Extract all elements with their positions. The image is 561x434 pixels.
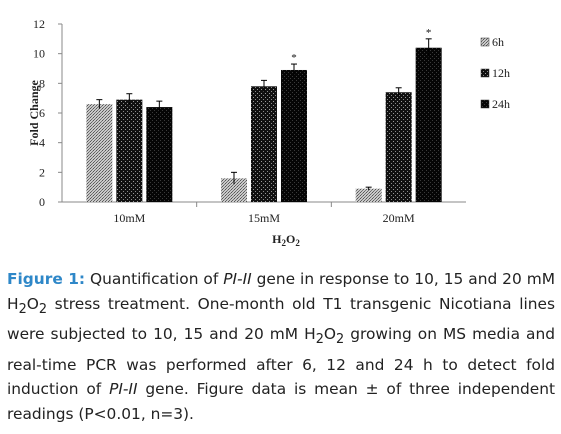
figure-label: Figure 1: bbox=[7, 270, 86, 288]
legend: 6h 12h 24h bbox=[480, 35, 510, 111]
category-label: 15mM bbox=[248, 211, 280, 225]
y-tick-label: 0 bbox=[39, 195, 45, 209]
caption-text: growing on MS media and real-time PCR wa… bbox=[7, 325, 555, 399]
axis-labels: Fold Change H2O2 bbox=[27, 79, 300, 248]
subscript: 2 bbox=[38, 301, 48, 317]
figure-caption: Figure 1: Quantification of PI-II gene i… bbox=[7, 267, 555, 426]
gene-name: PI-II bbox=[223, 270, 252, 288]
y-tick-label: 6 bbox=[39, 106, 45, 120]
x-axis-label-part: H bbox=[272, 232, 282, 246]
y-tick-label: 12 bbox=[33, 17, 45, 31]
y-tick-label: 4 bbox=[39, 136, 45, 150]
x-axis-label-part: O bbox=[286, 232, 295, 246]
caption-text: Quantification of bbox=[85, 270, 224, 288]
subscript: 2 bbox=[18, 301, 27, 317]
y-tick-label: 2 bbox=[39, 165, 45, 179]
bar-6h-10mM bbox=[86, 104, 113, 202]
legend-label-12h: 12h bbox=[492, 66, 510, 80]
bar-24h-15mM bbox=[281, 69, 307, 202]
caption-text: O bbox=[26, 294, 39, 313]
gene-name: PI-II bbox=[109, 380, 138, 399]
significance-mark: * bbox=[426, 27, 432, 39]
subscript: 2 bbox=[315, 332, 324, 348]
x-axis-label: H2O2 bbox=[272, 232, 300, 248]
legend-label-6h: 6h bbox=[492, 35, 504, 49]
category-label: 10mM bbox=[113, 211, 145, 225]
legend-label-24h: 24h bbox=[492, 97, 510, 111]
bar-6h-15mM bbox=[221, 178, 247, 202]
bar-6h-20mM bbox=[355, 188, 382, 202]
bar-24h-20mM bbox=[415, 47, 442, 202]
bar-12h-15mM bbox=[251, 86, 277, 202]
bar-12h-10mM bbox=[116, 99, 143, 202]
significance-mark: * bbox=[291, 52, 297, 64]
bar-12h-20mM bbox=[385, 92, 412, 202]
caption-text: O bbox=[323, 325, 336, 344]
legend-swatch-6h bbox=[480, 37, 490, 47]
x-axis-label-part: 2 bbox=[282, 238, 287, 248]
caption-text: gene. Figure data is mean ± of three ind… bbox=[7, 380, 555, 423]
bars: ** bbox=[86, 27, 442, 202]
caption-text: gene in response to 10, 15 and 20 mM H bbox=[7, 270, 555, 313]
axes: 0 2 4 6 8 10 12 10mM 15mM 20mM bbox=[33, 17, 466, 225]
y-tick-label: 8 bbox=[39, 76, 45, 90]
caption-text: stress treatment. One-month old T1 trans… bbox=[7, 294, 555, 344]
legend-swatch-24h bbox=[480, 99, 490, 109]
bar-24h-10mM bbox=[146, 107, 173, 202]
y-axis-label: Fold Change bbox=[27, 79, 41, 145]
category-label: 20mM bbox=[383, 211, 415, 225]
subscript: 2 bbox=[335, 332, 345, 348]
x-axis-label-part: 2 bbox=[295, 238, 300, 248]
y-tick-label: 10 bbox=[33, 47, 45, 61]
legend-swatch-12h bbox=[480, 68, 490, 78]
